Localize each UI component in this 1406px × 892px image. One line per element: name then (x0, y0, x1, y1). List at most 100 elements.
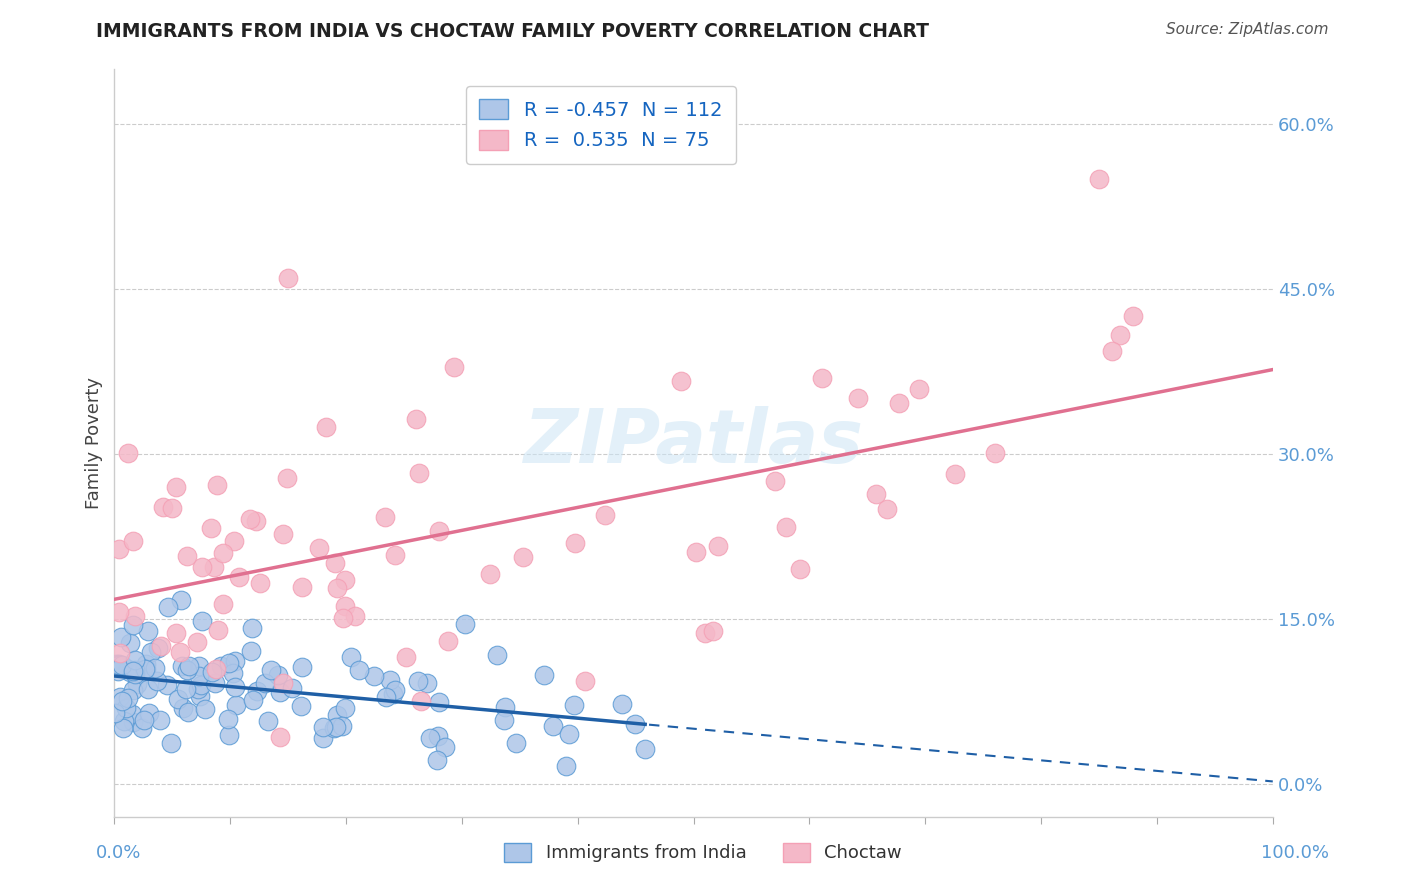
Point (312, 719, 335, 733)
Point (1088, 171, 1111, 186)
Point (335, 599, 357, 614)
Point (138, 706, 160, 720)
Point (125, 677, 148, 691)
Point (117, 446, 139, 460)
Point (240, 644, 263, 658)
Point (333, 574, 356, 588)
Point (122, 682, 145, 697)
Point (269, 731, 291, 745)
Point (395, 650, 418, 665)
Point (205, 478, 228, 492)
Point (115, 700, 138, 714)
Point (104, 706, 127, 720)
Point (323, 721, 346, 735)
Point (411, 693, 433, 707)
Point (1109, 328, 1132, 343)
Text: 0.0%: 0.0% (96, 844, 141, 862)
Point (165, 480, 187, 494)
Point (1101, 343, 1123, 358)
Point (145, 673, 167, 688)
Point (131, 721, 153, 735)
Point (685, 545, 707, 559)
Point (555, 759, 578, 773)
Point (339, 650, 361, 665)
Point (533, 667, 555, 681)
Point (112, 714, 135, 728)
Y-axis label: Family Poverty: Family Poverty (86, 376, 103, 508)
Point (271, 526, 294, 541)
Point (143, 661, 166, 675)
Point (775, 520, 797, 534)
Point (225, 698, 247, 712)
Point (330, 719, 353, 733)
Point (308, 541, 330, 555)
Point (260, 663, 283, 677)
Point (224, 533, 246, 548)
Point (811, 371, 834, 385)
Point (150, 639, 173, 653)
Point (172, 658, 194, 673)
Point (124, 653, 146, 667)
Point (426, 753, 449, 767)
Point (242, 693, 264, 707)
Point (222, 666, 245, 681)
Point (111, 721, 134, 735)
Point (269, 685, 291, 699)
Point (256, 714, 278, 728)
Point (117, 662, 139, 676)
Point (427, 695, 450, 709)
Point (634, 741, 657, 756)
Point (201, 665, 224, 679)
Point (110, 657, 132, 672)
Point (134, 662, 156, 676)
Legend: R = -0.457  N = 112, R =  0.535  N = 75: R = -0.457 N = 112, R = 0.535 N = 75 (465, 86, 737, 164)
Point (120, 636, 142, 650)
Point (120, 665, 142, 679)
Point (494, 699, 516, 714)
Point (209, 659, 232, 673)
Point (249, 576, 271, 591)
Point (146, 641, 169, 656)
Point (312, 731, 335, 745)
Point (135, 662, 157, 676)
Point (433, 739, 456, 754)
Point (108, 690, 131, 705)
Point (702, 624, 724, 639)
Point (427, 524, 450, 538)
Point (669, 374, 692, 388)
Point (876, 501, 898, 516)
Point (789, 562, 811, 576)
Point (280, 681, 302, 695)
Point (170, 592, 193, 607)
Point (228, 569, 250, 583)
Point (200, 521, 222, 535)
Point (593, 508, 616, 523)
Point (374, 510, 396, 524)
Point (443, 359, 465, 374)
Point (315, 420, 337, 434)
Point (382, 688, 405, 702)
Point (202, 559, 225, 574)
Point (384, 682, 406, 697)
Point (1122, 310, 1144, 324)
Point (157, 600, 180, 615)
Point (408, 673, 430, 688)
Point (333, 701, 356, 715)
Point (169, 645, 191, 659)
Point (204, 675, 226, 690)
Point (122, 617, 145, 632)
Point (132, 714, 155, 728)
Point (693, 625, 716, 640)
Point (246, 683, 269, 698)
Point (486, 648, 509, 662)
Point (207, 624, 229, 638)
Point (512, 549, 534, 564)
Point (124, 666, 146, 681)
Point (245, 514, 267, 528)
Point (212, 546, 235, 560)
Point (291, 659, 314, 673)
Point (135, 657, 157, 671)
Point (191, 615, 214, 629)
Point (108, 646, 131, 660)
Point (332, 611, 354, 625)
